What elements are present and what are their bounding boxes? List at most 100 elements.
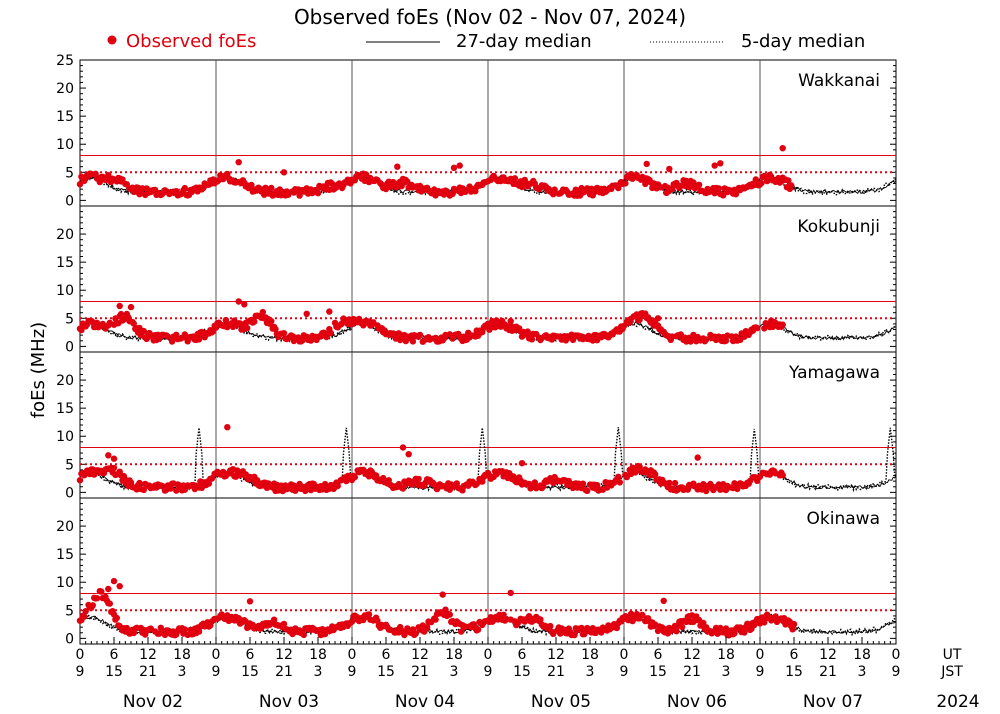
observed-point [412, 630, 419, 637]
observed-point [695, 181, 703, 188]
observed-point [660, 597, 667, 604]
observed-point [348, 618, 356, 625]
observed-point [363, 171, 370, 178]
observed-point [423, 624, 431, 631]
observed-point [446, 611, 453, 618]
y-tick-label: 10 [56, 575, 74, 591]
observed-point [779, 321, 786, 328]
observed-point [205, 480, 213, 487]
observed-point [105, 172, 112, 179]
ut-tick-label: 0 [212, 647, 221, 663]
observed-point [673, 628, 680, 635]
legend: Observed foEs 27-day median 5-day median [107, 31, 865, 52]
observed-point [493, 317, 500, 324]
panel-okinawa: 0 5 10 15 20 Okinawa [56, 497, 897, 647]
ut-tick-label: 0 [348, 647, 357, 663]
y-tick-label: 10 [56, 429, 74, 445]
observed-point [703, 336, 710, 343]
y-tick-label: 5 [65, 311, 74, 327]
y-tick-label: 0 [65, 485, 74, 501]
y-axis-label: foEs (MHz) [28, 322, 49, 418]
day-label: Nov 04 [395, 692, 455, 712]
day-label: Nov 05 [531, 692, 591, 712]
ut-tick-label: 12 [139, 647, 157, 663]
y-tick-label: 25 [56, 53, 74, 69]
observed-point [351, 473, 358, 481]
day-label: Nov 06 [667, 692, 727, 712]
observed-point [785, 177, 792, 184]
observed-point [116, 302, 123, 310]
legend-5day-label: 5-day median [741, 31, 865, 52]
observed-points [76, 145, 795, 199]
observed-point [244, 324, 251, 332]
observed-point [636, 316, 643, 323]
observed-point [547, 622, 554, 630]
observed-point [181, 184, 188, 192]
observed-point [81, 613, 88, 620]
ut-tick-label: 18 [445, 647, 463, 663]
observed-point [518, 460, 526, 467]
jst-tick-label: 21 [139, 664, 157, 680]
observed-point [272, 326, 279, 333]
jst-tick-label: 9 [756, 664, 765, 680]
observed-point [654, 315, 662, 322]
jst-tick-label: 9 [76, 664, 85, 680]
observed-point [195, 628, 203, 635]
y-tick-label: 5 [65, 603, 74, 619]
station-name: Wakkanai [798, 71, 880, 91]
day-label: Nov 07 [803, 692, 863, 712]
panel-kokubunji: 0 5 10 15 20 Kokubunji [56, 205, 897, 355]
observed-point [222, 316, 230, 324]
observed-point [327, 329, 334, 337]
ut-tick-label: 6 [518, 647, 527, 663]
y-tick-label: 10 [56, 137, 74, 153]
observed-point [343, 477, 350, 485]
observed-point [790, 620, 798, 628]
observed-point [268, 318, 275, 325]
station-name: Yamagawa [788, 363, 880, 383]
legend-observed-label: Observed foEs [126, 31, 256, 52]
y-tick-label: 20 [56, 373, 74, 389]
observed-point [99, 320, 106, 328]
observed-point [571, 631, 578, 639]
observed-point [181, 626, 188, 633]
ut-tick-label: 12 [275, 647, 293, 663]
legend-observed-marker [107, 35, 117, 45]
observed-point [82, 608, 89, 615]
observed-point [259, 308, 266, 316]
observed-point [717, 160, 724, 167]
observed-point [117, 310, 125, 318]
observed-point [110, 455, 118, 462]
observed-point [409, 338, 417, 345]
y-tick-label: 5 [65, 165, 74, 181]
observed-point [93, 595, 101, 602]
observed-point [140, 327, 147, 335]
y-tick-label: 15 [56, 401, 74, 417]
ut-tick-label: 0 [76, 647, 85, 663]
observed-point [627, 610, 635, 617]
observed-point [734, 485, 741, 493]
observed-point [127, 303, 135, 311]
observed-point [642, 180, 649, 188]
observed-point [374, 617, 381, 625]
ut-tick-label: 0 [756, 647, 765, 663]
observed-point [168, 338, 176, 345]
y-tick-label: 15 [56, 255, 74, 271]
observed-point [105, 585, 112, 593]
observed-point [106, 600, 114, 607]
observed-point [666, 479, 673, 487]
jst-axis-label: JST [940, 664, 963, 680]
observed-point [130, 320, 137, 327]
observed-point [715, 185, 723, 192]
observed-point [280, 620, 288, 628]
observed-point [457, 628, 465, 635]
jst-tick-label: 15 [105, 664, 123, 680]
observed-point [613, 624, 621, 632]
observed-point [432, 616, 439, 623]
ut-tick-label: 18 [581, 647, 599, 663]
ut-tick-label: 12 [819, 647, 837, 663]
jst-tick-label: 3 [314, 664, 323, 680]
observed-point [666, 165, 673, 173]
jst-tick-label: 3 [586, 664, 595, 680]
observed-point [270, 616, 278, 623]
